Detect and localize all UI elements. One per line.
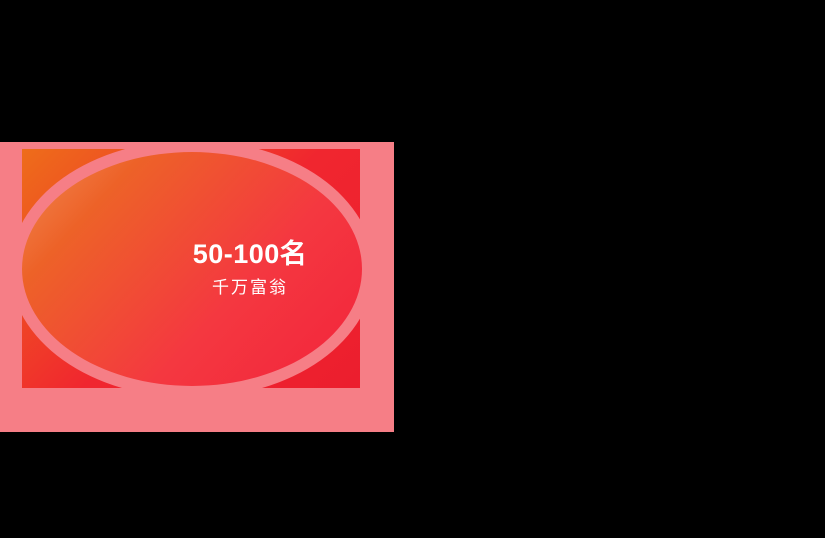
rank-prize-card[interactable]: 50-100名 千万富翁 [0,142,394,432]
prize-text-block: 50-100名 千万富翁 [193,239,308,299]
prize-title-label: 千万富翁 [211,278,288,298]
rank-range-label: 50-100名 [192,239,308,269]
